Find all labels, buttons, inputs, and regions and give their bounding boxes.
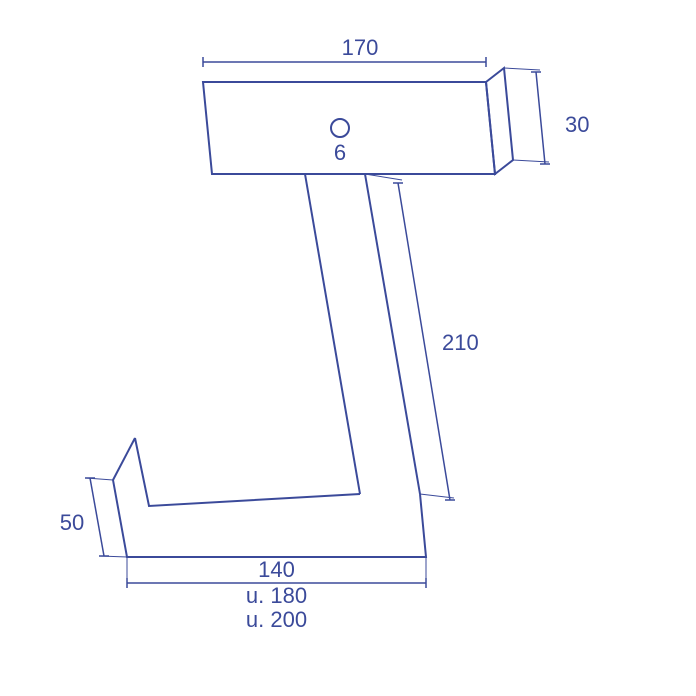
dim-label-200: u. 200 (246, 607, 307, 632)
dim-label-6: 6 (334, 140, 346, 165)
hook-upturn-cap (113, 438, 135, 480)
hook-inner-edge (135, 438, 360, 506)
dim-label-30: 30 (565, 112, 589, 137)
dim-label-50: 50 (60, 510, 84, 535)
dim-line-50 (90, 478, 104, 556)
dim-label-170: 170 (342, 35, 379, 60)
top-bar-side (486, 68, 513, 174)
dim-label-180: u. 180 (246, 583, 307, 608)
dim-label-210: 210 (442, 330, 479, 355)
stem-right-edge (365, 174, 420, 494)
hook-outer-edge (113, 480, 426, 557)
mounting-hole (331, 119, 349, 137)
dim-label-140: 140 (258, 557, 295, 582)
dim-line-30 (536, 72, 545, 164)
stem-left-edge (305, 174, 360, 494)
